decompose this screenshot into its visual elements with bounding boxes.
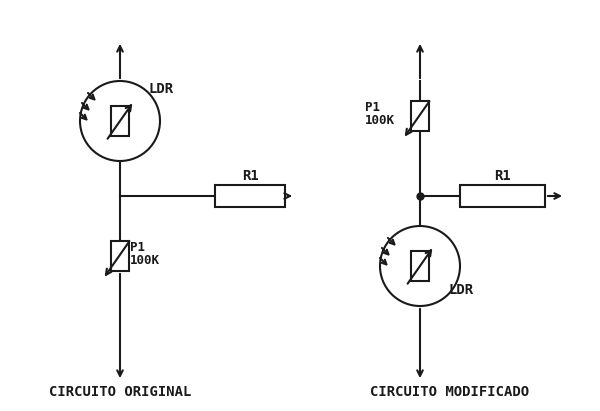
- Text: CIRCUITO ORIGINAL: CIRCUITO ORIGINAL: [49, 385, 191, 399]
- Bar: [411, 251, 429, 281]
- Circle shape: [380, 226, 460, 306]
- Bar: [111, 241, 129, 271]
- Bar: [411, 101, 429, 131]
- Text: 100K: 100K: [365, 114, 395, 127]
- Bar: [215, 185, 285, 207]
- Text: 100K: 100K: [130, 254, 160, 267]
- Bar: [460, 185, 545, 207]
- Text: LDR: LDR: [448, 283, 473, 297]
- Text: CIRCUITO MODIFICADO: CIRCUITO MODIFICADO: [370, 385, 530, 399]
- Text: P1: P1: [365, 101, 380, 114]
- Text: P1: P1: [130, 241, 145, 254]
- Circle shape: [80, 81, 160, 161]
- Bar: [111, 106, 129, 136]
- Text: R1: R1: [242, 169, 259, 183]
- Text: LDR: LDR: [148, 82, 173, 96]
- Text: R1: R1: [494, 169, 511, 183]
